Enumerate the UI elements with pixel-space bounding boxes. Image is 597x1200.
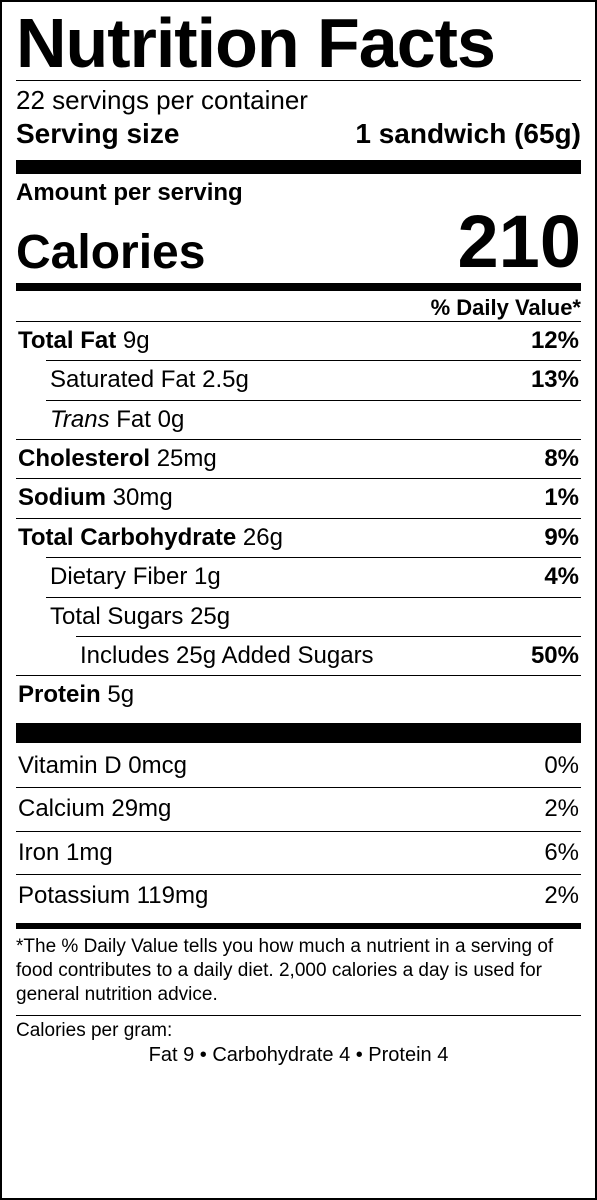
potassium-amount: 119mg [137, 882, 209, 909]
added-sugars-dv: 50% [531, 643, 579, 669]
row-total-carb: Total Carbohydrate 26g 9% [16, 518, 581, 557]
serving-size-value: 1 sandwich (65g) [355, 118, 581, 150]
calories-row: Calories 210 [16, 207, 581, 277]
total-carb-label: Total Carbohydrate [18, 524, 236, 551]
daily-value-header: % Daily Value* [16, 295, 581, 321]
nutrition-facts-label: Nutrition Facts 22 servings per containe… [0, 0, 597, 1200]
row-iron: Iron 1mg 6% [16, 831, 581, 874]
calcium-amount: 29mg [111, 795, 171, 822]
trans-fat-prefix: Trans [50, 406, 110, 433]
protein-amount: 5g [107, 681, 134, 708]
trans-fat-left: Trans Fat 0g [50, 407, 184, 433]
calcium-dv: 2% [544, 796, 579, 822]
sodium-dv: 1% [544, 485, 579, 511]
calories-per-gram-header: Calories per gram: [16, 1020, 581, 1042]
total-sugars-amount: 25g [190, 603, 230, 630]
cholesterol-label: Cholesterol [18, 445, 150, 472]
calories-label: Calories [16, 229, 205, 277]
thick-bar-2 [16, 723, 581, 743]
footnote: *The % Daily Value tells you how much a … [16, 935, 581, 1006]
servings-per-container: 22 servings per container [16, 85, 581, 116]
protein-left: Protein 5g [18, 682, 134, 708]
row-dietary-fiber: Dietary Fiber 1g 4% [46, 557, 581, 596]
row-potassium: Potassium 119mg 2% [16, 874, 581, 917]
trans-fat-rest: Fat 0g [110, 406, 185, 433]
total-sugars-label: Total Sugars [50, 603, 183, 630]
vitamin-d-amount: 0mcg [128, 752, 187, 779]
dietary-fiber-dv: 4% [544, 564, 579, 590]
dietary-fiber-left: Dietary Fiber 1g [50, 564, 221, 590]
calcium-label: Calcium [18, 795, 105, 822]
potassium-dv: 2% [544, 883, 579, 909]
vitamin-d-left: Vitamin D 0mcg [18, 753, 187, 779]
row-total-sugars: Total Sugars 25g [46, 597, 581, 636]
row-saturated-fat: Saturated Fat 2.5g 13% [46, 360, 581, 399]
saturated-fat-dv: 13% [531, 367, 579, 393]
sodium-left: Sodium 30mg [18, 485, 173, 511]
potassium-left: Potassium 119mg [18, 883, 208, 909]
thin-bar-2 [16, 923, 581, 929]
sodium-label: Sodium [18, 484, 106, 511]
row-cholesterol: Cholesterol 25mg 8% [16, 439, 581, 478]
saturated-fat-amount: 2.5g [202, 366, 249, 393]
serving-size-label: Serving size [16, 118, 179, 150]
total-fat-amount: 9g [123, 327, 150, 354]
iron-label: Iron [18, 839, 59, 866]
total-carb-amount: 26g [243, 524, 283, 551]
vitamin-d-label: Vitamin D [18, 752, 122, 779]
protein-label: Protein [18, 681, 101, 708]
row-trans-fat: Trans Fat 0g [46, 400, 581, 439]
total-fat-label: Total Fat [18, 327, 116, 354]
dietary-fiber-label: Dietary Fiber [50, 563, 187, 590]
cholesterol-left: Cholesterol 25mg [18, 446, 217, 472]
sodium-amount: 30mg [113, 484, 173, 511]
thick-bar-1 [16, 160, 581, 174]
iron-left: Iron 1mg [18, 840, 113, 866]
saturated-fat-label: Saturated Fat [50, 366, 195, 393]
total-carb-dv: 9% [544, 525, 579, 551]
iron-amount: 1mg [66, 839, 113, 866]
med-bar-1 [16, 283, 581, 291]
title: Nutrition Facts [16, 8, 581, 78]
calories-value: 210 [458, 207, 581, 277]
saturated-fat-left: Saturated Fat 2.5g [50, 367, 249, 393]
row-total-fat: Total Fat 9g 12% [16, 321, 581, 360]
calcium-left: Calcium 29mg [18, 796, 171, 822]
title-rule [16, 80, 581, 81]
total-sugars-left: Total Sugars 25g [50, 604, 230, 630]
row-vitamin-d: Vitamin D 0mcg 0% [16, 743, 581, 787]
row-protein: Protein 5g [16, 675, 581, 714]
cholesterol-amount: 25mg [157, 445, 217, 472]
row-calcium: Calcium 29mg 2% [16, 787, 581, 830]
serving-size-row: Serving size 1 sandwich (65g) [16, 118, 581, 150]
vitamin-d-dv: 0% [544, 753, 579, 779]
potassium-label: Potassium [18, 882, 130, 909]
total-fat-left: Total Fat 9g [18, 328, 150, 354]
footnote-rule [16, 1015, 581, 1016]
total-carb-left: Total Carbohydrate 26g [18, 525, 283, 551]
iron-dv: 6% [544, 840, 579, 866]
calories-per-gram-line: Fat 9 • Carbohydrate 4 • Protein 4 [16, 1044, 581, 1067]
total-fat-dv: 12% [531, 328, 579, 354]
cholesterol-dv: 8% [544, 446, 579, 472]
row-sodium: Sodium 30mg 1% [16, 478, 581, 517]
dietary-fiber-amount: 1g [194, 563, 221, 590]
row-added-sugars: Includes 25g Added Sugars 50% [76, 636, 581, 675]
added-sugars-text: Includes 25g Added Sugars [80, 643, 374, 669]
